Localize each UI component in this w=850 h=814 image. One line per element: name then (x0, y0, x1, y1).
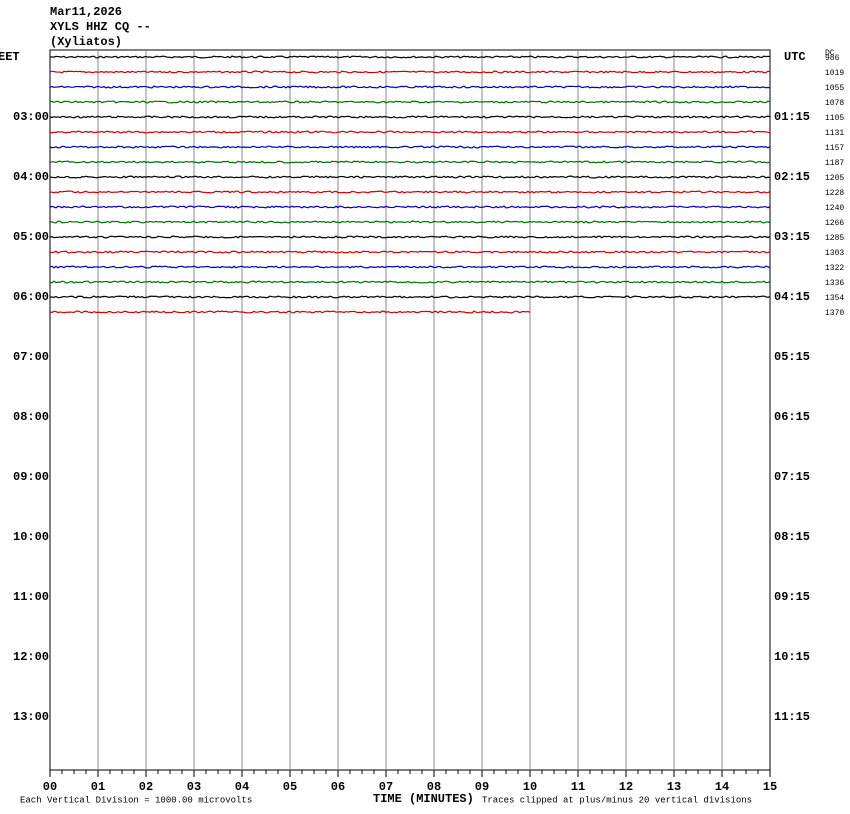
right-hour: 11:15 (774, 710, 810, 724)
right-hour: 06:15 (774, 410, 810, 424)
right-zone: UTC (784, 50, 806, 64)
x-tick-label: 08 (427, 780, 441, 794)
right-hour: 10:15 (774, 650, 810, 664)
x-label: TIME (MINUTES) (373, 792, 474, 806)
dc-offset: 1336 (825, 279, 844, 288)
dc-offset: 1285 (825, 234, 844, 243)
footer-left: Each Vertical Division = 1000.00 microvo… (20, 795, 252, 805)
left-hour: 10:00 (13, 530, 49, 544)
plot-frame (49, 49, 771, 771)
trace (49, 310, 531, 314)
dc-offset: 1055 (825, 84, 844, 93)
location: (Xyliatos) (50, 35, 122, 49)
right-hour: 09:15 (774, 590, 810, 604)
trace (49, 70, 771, 74)
trace (49, 250, 771, 254)
dc-offset: 1228 (825, 189, 844, 198)
x-tick-label: 04 (235, 780, 249, 794)
left-hour: 07:00 (13, 350, 49, 364)
right-hour: 01:15 (774, 110, 810, 124)
trace (49, 55, 771, 59)
dc-offset: 1078 (825, 99, 844, 108)
dc-offset: 1370 (825, 309, 844, 318)
dc-offset: 986 (825, 54, 840, 63)
dc-offset: 1354 (825, 294, 844, 303)
left-hour: 13:00 (13, 710, 49, 724)
x-tick-label: 02 (139, 780, 153, 794)
left-hour: 11:00 (13, 590, 49, 604)
left-hour: 12:00 (13, 650, 49, 664)
left-hour: 05:00 (13, 230, 49, 244)
trace (49, 115, 771, 119)
trace (49, 100, 771, 104)
x-tick-label: 06 (331, 780, 345, 794)
left-hour: 08:00 (13, 410, 49, 424)
x-tick-label: 11 (571, 780, 585, 794)
dc-offset: 1205 (825, 174, 844, 183)
dc-offset: 1019 (825, 69, 844, 78)
trace (49, 280, 771, 284)
dc-offset: 1105 (825, 114, 844, 123)
date: Mar11,2026 (50, 5, 122, 19)
x-tick-label: 12 (619, 780, 633, 794)
dc-offset: 1157 (825, 144, 844, 153)
right-hour: 04:15 (774, 290, 810, 304)
trace (49, 145, 771, 149)
left-hour: 09:00 (13, 470, 49, 484)
trace (49, 130, 771, 134)
dc-offset: 1240 (825, 204, 844, 213)
trace (49, 175, 771, 179)
right-hour: 05:15 (774, 350, 810, 364)
x-tick-label: 07 (379, 780, 393, 794)
x-tick-label: 03 (187, 780, 201, 794)
trace (49, 160, 771, 164)
trace (49, 85, 771, 89)
left-hour: 03:00 (13, 110, 49, 124)
right-hour: 07:15 (774, 470, 810, 484)
trace (49, 295, 771, 299)
trace (49, 220, 771, 224)
station: XYLS HHZ CQ -- (50, 20, 151, 34)
x-tick-label: 15 (763, 780, 777, 794)
footer-right: Traces clipped at plus/minus 20 vertical… (482, 795, 752, 805)
trace (49, 235, 771, 239)
x-tick-label: 10 (523, 780, 537, 794)
dc-offset: 1303 (825, 249, 844, 258)
dc-offset: 1266 (825, 219, 844, 228)
left-hour: 04:00 (13, 170, 49, 184)
dc-label: DC (825, 49, 835, 58)
right-hour: 08:15 (774, 530, 810, 544)
x-tick-label: 05 (283, 780, 297, 794)
x-tick-label: 13 (667, 780, 681, 794)
trace (49, 205, 771, 209)
trace (49, 190, 771, 194)
right-hour: 02:15 (774, 170, 810, 184)
x-tick-label: 14 (715, 780, 729, 794)
dc-offset: 1322 (825, 264, 844, 273)
x-tick-label: 01 (91, 780, 105, 794)
dc-offset: 1187 (825, 159, 844, 168)
x-tick-label: 00 (43, 780, 57, 794)
x-tick-label: 09 (475, 780, 489, 794)
right-hour: 03:15 (774, 230, 810, 244)
left-zone: EET (0, 50, 20, 64)
left-hour: 06:00 (13, 290, 49, 304)
trace (49, 265, 771, 269)
dc-offset: 1131 (825, 129, 844, 138)
